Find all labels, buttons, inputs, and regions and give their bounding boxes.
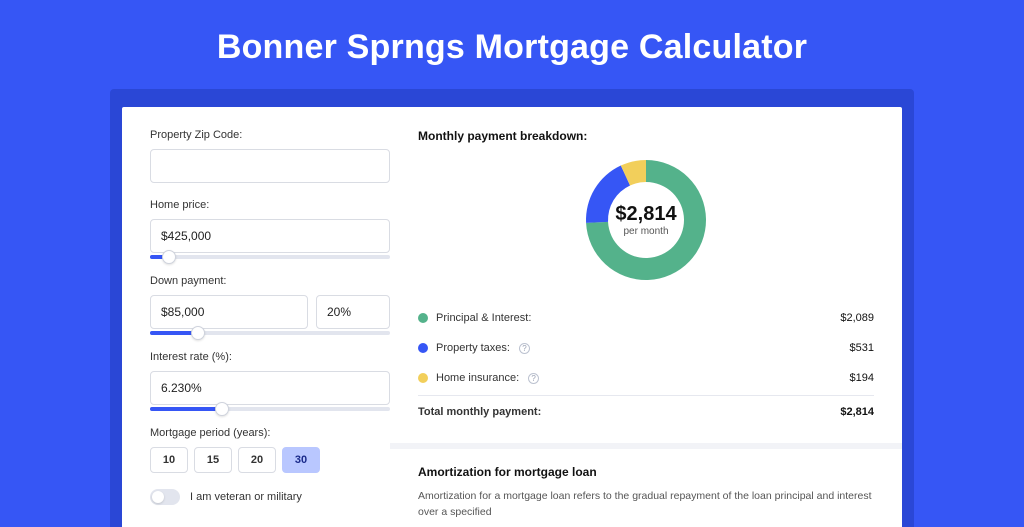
slider-thumb[interactable] — [162, 250, 176, 264]
legend-dot-principal — [418, 313, 428, 323]
inputs-column: Property Zip Code: Home price: Down paym… — [150, 129, 390, 527]
down-payment-slider[interactable] — [150, 331, 390, 335]
legend-value-principal: $2,089 — [840, 312, 874, 324]
legend-dot-taxes — [418, 343, 428, 353]
zip-input[interactable] — [150, 149, 390, 183]
legend-label-principal: Principal & Interest: — [436, 312, 531, 324]
down-payment-label: Down payment: — [150, 275, 390, 287]
legend-row-insurance: Home insurance: ? $194 — [418, 363, 874, 393]
legend-dot-insurance — [418, 373, 428, 383]
interest-rate-label: Interest rate (%): — [150, 351, 390, 363]
legend-row-principal: Principal & Interest: $2,089 — [418, 303, 874, 333]
calculator-card: Property Zip Code: Home price: Down paym… — [122, 107, 902, 527]
legend-row-taxes: Property taxes: ? $531 — [418, 333, 874, 363]
slider-thumb[interactable] — [215, 402, 229, 416]
period-option-15[interactable]: 15 — [194, 447, 232, 473]
page-title: Bonner Sprngs Mortgage Calculator — [0, 0, 1024, 89]
interest-rate-input[interactable] — [150, 371, 390, 405]
help-icon[interactable]: ? — [519, 343, 530, 354]
donut-chart: $2,814 per month — [418, 155, 874, 285]
donut-amount: $2,814 — [615, 203, 676, 226]
down-payment-pct-input[interactable] — [316, 295, 390, 329]
legend-value-total: $2,814 — [840, 406, 874, 418]
breakdown-column: Monthly payment breakdown: $2,814 per mo… — [418, 129, 874, 527]
breakdown-title: Monthly payment breakdown: — [418, 129, 874, 143]
slider-thumb[interactable] — [191, 326, 205, 340]
period-group: Mortgage period (years): 10152030 — [150, 427, 390, 473]
veteran-toggle[interactable] — [150, 489, 180, 505]
interest-rate-group: Interest rate (%): — [150, 351, 390, 411]
down-payment-group: Down payment: — [150, 275, 390, 335]
legend-label-total: Total monthly payment: — [418, 406, 541, 418]
amortization-section: Amortization for mortgage loan Amortizat… — [390, 443, 902, 521]
home-price-slider[interactable] — [150, 255, 390, 259]
veteran-row: I am veteran or military — [150, 489, 390, 505]
legend-label-taxes: Property taxes: — [436, 342, 510, 354]
legend-label-insurance: Home insurance: — [436, 372, 519, 384]
donut-sub: per month — [615, 226, 676, 237]
outer-band: Property Zip Code: Home price: Down paym… — [110, 89, 914, 527]
period-option-20[interactable]: 20 — [238, 447, 276, 473]
period-label: Mortgage period (years): — [150, 427, 390, 439]
home-price-group: Home price: — [150, 199, 390, 259]
period-options: 10152030 — [150, 447, 390, 473]
zip-label: Property Zip Code: — [150, 129, 390, 141]
legend-value-taxes: $531 — [850, 342, 874, 354]
period-option-10[interactable]: 10 — [150, 447, 188, 473]
home-price-input[interactable] — [150, 219, 390, 253]
slider-fill — [150, 407, 222, 411]
legend-value-insurance: $194 — [850, 372, 874, 384]
toggle-knob — [152, 491, 164, 503]
period-option-30[interactable]: 30 — [282, 447, 320, 473]
zip-group: Property Zip Code: — [150, 129, 390, 183]
donut-center: $2,814 per month — [615, 203, 676, 237]
legend-row-total: Total monthly payment: $2,814 — [418, 395, 874, 427]
down-payment-amount-input[interactable] — [150, 295, 308, 329]
help-icon[interactable]: ? — [528, 373, 539, 384]
veteran-label: I am veteran or military — [190, 491, 302, 503]
amortization-title: Amortization for mortgage loan — [418, 465, 874, 479]
amortization-text: Amortization for a mortgage loan refers … — [418, 489, 874, 521]
interest-rate-slider[interactable] — [150, 407, 390, 411]
home-price-label: Home price: — [150, 199, 390, 211]
